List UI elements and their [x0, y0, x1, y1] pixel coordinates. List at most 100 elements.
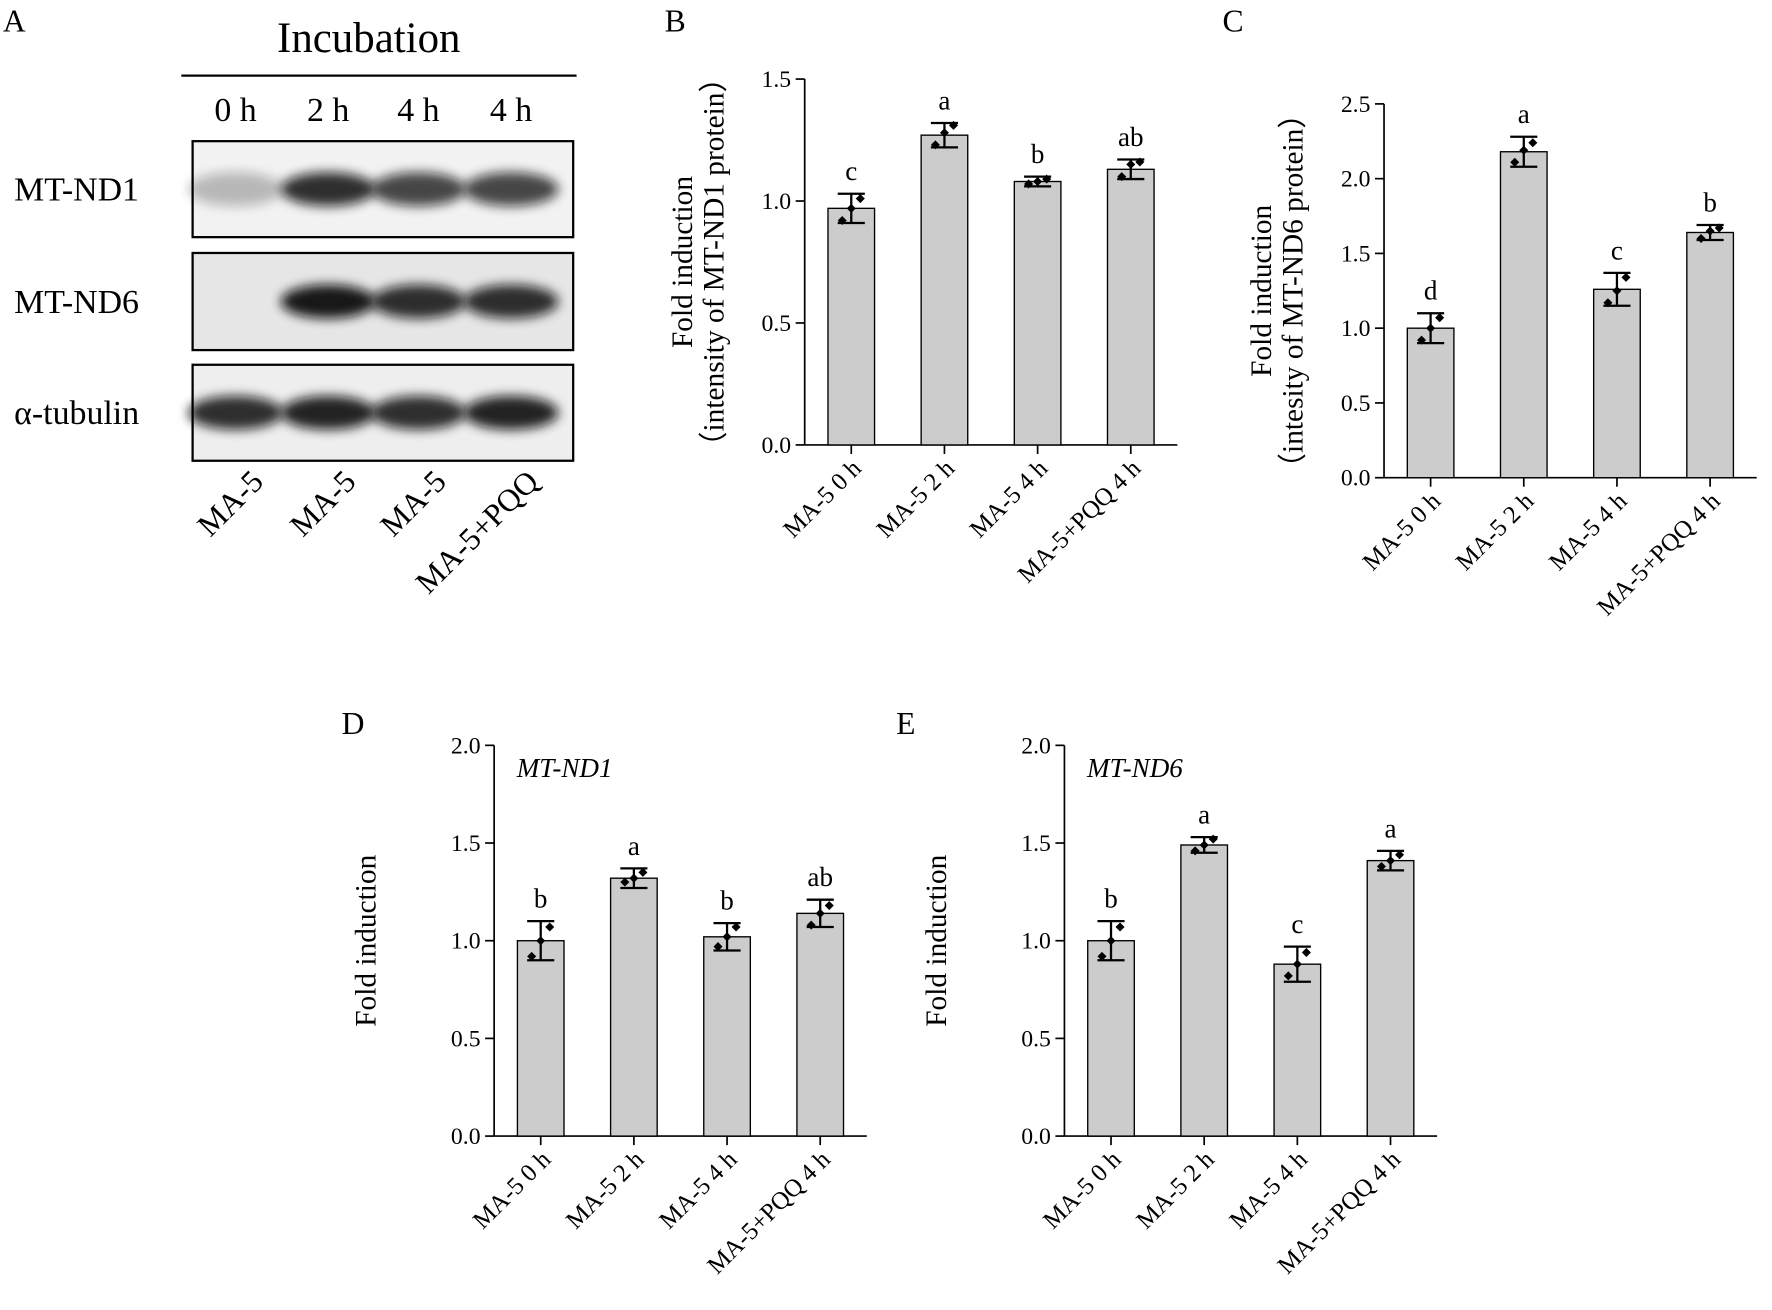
significance-letter: a — [938, 85, 950, 115]
blot-band — [463, 284, 559, 319]
data-point — [837, 216, 847, 226]
x-tick-label: MA-5 0 h — [778, 455, 867, 544]
data-point — [1612, 286, 1622, 296]
bar — [703, 936, 752, 1137]
data-point — [1033, 176, 1043, 187]
data-point — [1510, 157, 1520, 167]
x-tick-label: MA-5 4 h — [1225, 1146, 1314, 1235]
y-tick-label: 0.0 — [451, 1124, 481, 1150]
significance-letter: a — [1385, 813, 1397, 843]
significance-letter: b — [1703, 187, 1717, 217]
data-point — [1714, 223, 1724, 233]
bar — [1013, 180, 1062, 446]
data-point — [545, 922, 555, 932]
data-point — [1135, 157, 1145, 167]
blot-row-label: MT-ND1 — [14, 171, 139, 208]
panel-label: D — [342, 706, 365, 741]
bar — [1087, 940, 1135, 1137]
x-tick-label: MA-5 0 h — [468, 1146, 557, 1235]
blot-row-label: MT-ND6 — [14, 284, 139, 321]
data-point — [1395, 850, 1405, 860]
x-tick-label: MA-5 2 h — [561, 1146, 650, 1235]
blot-frame — [191, 363, 575, 462]
blot-band — [280, 284, 376, 319]
y-axis-label: Fold induction — [1246, 204, 1278, 376]
data-point — [1115, 922, 1125, 932]
data-point — [1024, 179, 1034, 189]
x-tick-label: MA-5 0 h — [1358, 487, 1447, 576]
bar — [827, 207, 876, 446]
data-point — [948, 120, 958, 130]
blot-band — [371, 284, 466, 319]
blot-band — [371, 172, 466, 207]
significance-letter: c — [1611, 235, 1623, 265]
significance-letter: a — [1518, 99, 1530, 129]
x-tick-label: MA-5 4 h — [654, 1146, 743, 1235]
bar — [796, 912, 845, 1137]
y-tick-label: 2.0 — [451, 733, 481, 759]
blot-frame — [191, 251, 575, 352]
y-tick-label: 1.0 — [761, 189, 791, 215]
y-tick-label: 0.5 — [451, 1026, 481, 1052]
y-tick-label: 1.5 — [761, 67, 791, 93]
y-tick-label: 1.5 — [451, 831, 481, 857]
data-point — [806, 920, 816, 930]
y-tick-label: 2.0 — [1341, 167, 1371, 193]
panel-label: C — [1223, 4, 1244, 39]
annotation: MT-ND6 — [1086, 753, 1183, 783]
y-tick-label: 1.0 — [1021, 929, 1051, 955]
bar — [1686, 231, 1735, 479]
bar — [1106, 168, 1155, 446]
data-point — [1126, 159, 1136, 169]
data-point — [1435, 313, 1445, 323]
data-point — [1705, 226, 1715, 236]
y-tick-label: 0.0 — [761, 433, 791, 459]
y-tick-label: 0.0 — [1341, 466, 1371, 492]
significance-letter: a — [628, 831, 640, 861]
annotation: MT-ND1 — [516, 753, 613, 783]
blot-band — [280, 395, 376, 430]
significance-letter: c — [1291, 909, 1303, 939]
blot-frame — [191, 140, 575, 239]
significance-letter: b — [1031, 139, 1045, 169]
data-point — [824, 901, 834, 911]
data-point — [1208, 834, 1218, 844]
significance-letter: ab — [1118, 122, 1144, 152]
blot-band — [371, 395, 466, 430]
y-tick-label: 1.5 — [1341, 241, 1371, 267]
data-point — [855, 194, 865, 204]
bar — [609, 877, 658, 1137]
data-point — [1301, 947, 1311, 957]
bar — [1180, 844, 1229, 1137]
lane-time: 0 h — [214, 92, 256, 129]
significance-letter: b — [534, 884, 548, 914]
x-tick-label: MA-5 2 h — [1451, 487, 1540, 576]
panel-label: A — [3, 4, 26, 39]
bar — [516, 940, 565, 1137]
y-tick-label: 1.0 — [1341, 316, 1371, 342]
significance-letter: d — [1424, 276, 1438, 306]
y-tick-label: 1.0 — [451, 929, 481, 955]
blot-group-label: MA-5 — [373, 464, 452, 543]
blot-row-label: α-tubulin — [14, 395, 139, 432]
data-point — [1603, 298, 1613, 308]
blot-group-label: MA-5 — [283, 464, 362, 543]
bar — [1592, 288, 1641, 479]
significance-letter: b — [1104, 884, 1118, 914]
data-point — [1528, 138, 1538, 148]
blot-band — [188, 172, 283, 207]
y-axis-label: （intesity of MT-ND6 protein） — [1278, 99, 1310, 482]
x-tick-label: MA-5 2 h — [1131, 1146, 1220, 1235]
bar — [1406, 327, 1455, 479]
significance-letter: ab — [807, 862, 833, 892]
bar — [1366, 859, 1415, 1137]
data-point — [930, 140, 940, 150]
bar — [1499, 151, 1548, 479]
y-axis-label: （intensity of MT-ND1 protein） — [698, 63, 730, 461]
panel-label: E — [896, 706, 915, 741]
y-tick-label: 2.0 — [1021, 733, 1051, 759]
x-tick-label: MA-5 4 h — [1544, 487, 1633, 576]
significance-letter: c — [845, 156, 857, 186]
